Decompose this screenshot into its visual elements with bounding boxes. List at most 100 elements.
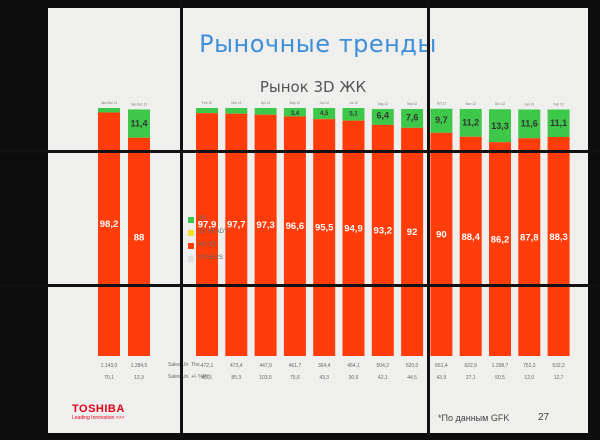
legend-item-3d-ready: 3D READY [188, 226, 228, 239]
sales-change-value: 30,6 [349, 375, 359, 381]
data-label-no3d: 86,2 [491, 235, 510, 246]
sales-units-value: 461,7 [289, 363, 302, 369]
sales-change-value: 103,5 [259, 375, 272, 381]
bar-no3d-segment [98, 112, 120, 357]
bar-no3d-segment [254, 114, 277, 356]
category-label: Mar 12 [231, 101, 241, 105]
data-label-no3d: 97,3 [256, 220, 275, 231]
sales-units-value: 752,3 [523, 363, 536, 369]
bar-no3d-segment [196, 113, 218, 356]
sales-units-value: 1.298,7 [492, 363, 509, 369]
data-label-3d: 6,4 [377, 111, 390, 121]
row-label-sales-units: Sales Un. Tho. [168, 362, 201, 368]
bar-3d-segment [547, 109, 570, 138]
chart-legend: 3D 3D READY NO 3D OTHERS [188, 213, 228, 265]
bar-3d-segment [98, 108, 120, 113]
legend-label: 3D READY [198, 229, 229, 235]
logo-wordmark: TOSHIBA [72, 403, 125, 415]
category-label: Feb 12 [202, 101, 212, 105]
bar-3d-segment [459, 108, 482, 137]
legend-label: OTHERS [198, 255, 224, 261]
sales-change-value: 42,1 [378, 375, 388, 381]
category-label: Feb 13 [554, 102, 564, 106]
logo-tagline: Leading Innovation >>> [72, 415, 125, 421]
bar-no3d-segment [547, 137, 570, 356]
legend-item-3d: 3D [188, 213, 228, 226]
sales-units-value: 473,4 [230, 363, 243, 369]
bar-no3d-segment [489, 142, 511, 356]
bar-3d-segment [430, 108, 453, 133]
data-label-no3d: 94,9 [344, 223, 363, 234]
data-label-no3d: 96,6 [286, 221, 305, 232]
bar-3d-segment [518, 109, 541, 139]
data-label-no3d: 97,9 [198, 219, 217, 230]
bar-3d-segment [283, 108, 306, 117]
sales-units-value: 464,1 [347, 363, 360, 369]
data-label-3d: 5,1 [349, 112, 358, 118]
data-label-3d: 11,6 [521, 119, 538, 129]
data-label-no3d: 90 [436, 230, 447, 241]
sales-change-value: 75,6 [290, 375, 300, 381]
data-label-no3d: 88,3 [549, 232, 568, 243]
bezel-horizontal-top [0, 150, 600, 153]
source-footnote: *По данным GFK [438, 413, 510, 423]
category-label: Jan 13 [525, 102, 535, 106]
data-label-no3d: 88 [134, 232, 145, 243]
sales-change-value: 43,3 [319, 375, 329, 381]
bar-no3d-segment [283, 116, 306, 356]
bezel-vertical-right [427, 0, 430, 440]
sales-units-value: 472,1 [201, 363, 214, 369]
bar-3d-segment [489, 109, 511, 143]
toshiba-logo: TOSHIBA Leading Innovation >>> [72, 403, 125, 421]
slide-title: Рыночные тренды [199, 30, 437, 58]
stacked-bar-chart: Jan-Dec 11 98,2 1.143,0 70,1 Jan-Dec 12 88 11,… [98, 101, 570, 381]
sales-change-value: 12,7 [554, 375, 564, 381]
bar-no3d-segment [430, 132, 453, 356]
sales-units-value: 364,4 [318, 363, 331, 369]
bar-no3d-segment [459, 136, 482, 356]
bar-3d-segment [196, 108, 218, 114]
category-label: Sep 12 [407, 102, 417, 106]
data-label-3d: 13,3 [491, 121, 509, 131]
bar-3d-segment [128, 109, 150, 138]
bar-no3d-segment [225, 113, 248, 356]
category-label: Jan-Dec 12 [131, 102, 148, 106]
sales-units-value: 447,9 [259, 363, 272, 369]
data-label-no3d: 87,8 [520, 233, 539, 244]
data-label-no3d: 92 [407, 227, 418, 238]
sales-change-value: 70,1 [104, 375, 114, 381]
sales-change-value: 44,5 [407, 375, 417, 381]
legend-item-others: OTHERS [188, 252, 228, 265]
data-label-no3d: 97,7 [227, 220, 246, 231]
sales-units-value: 520,0 [406, 363, 419, 369]
bar-3d-segment [342, 108, 365, 121]
data-label-no3d: 88,4 [461, 232, 480, 243]
category-label: Jun 12 [319, 101, 329, 105]
data-label-no3d: 95,5 [315, 222, 334, 233]
data-label-no3d: 93,2 [374, 225, 393, 236]
data-label-3d: 11,2 [462, 118, 479, 128]
legend-label: NO 3D [198, 242, 217, 248]
row-labels: Sales Un. Tho. Sales Un. +/- %PY [168, 359, 210, 383]
category-label: Nov 12 [466, 102, 476, 106]
data-label-3d: 11,1 [550, 118, 567, 128]
bar-3d-segment [371, 108, 394, 125]
category-label: May 12 [290, 101, 301, 105]
chart-title: Рынок 3D ЖК [259, 78, 367, 96]
data-label-3d: 11,4 [130, 118, 147, 128]
sales-units-value: 504,2 [377, 363, 390, 369]
bar-3d-segment [313, 108, 336, 120]
presentation-slide: Рыночные тренды Рынок 3D ЖК Jan-Dec 11 98… [48, 8, 588, 433]
legend-item-no-3d: NO 3D [188, 239, 228, 252]
bar-no3d-segment [313, 119, 336, 356]
sales-change-value: 43,9 [437, 375, 447, 381]
bar-3d-segment [401, 108, 424, 128]
category-label: Oct 12 [437, 102, 447, 106]
sales-change-value: 50,5 [495, 375, 505, 381]
sales-change-value: 85,6 [202, 375, 212, 381]
bar-no3d-segment [342, 120, 365, 356]
sales-change-value: 27,1 [466, 375, 476, 381]
sales-units-value: 622,9 [464, 363, 477, 369]
page-number: 27 [538, 412, 550, 423]
bar-no3d-segment [128, 137, 150, 356]
